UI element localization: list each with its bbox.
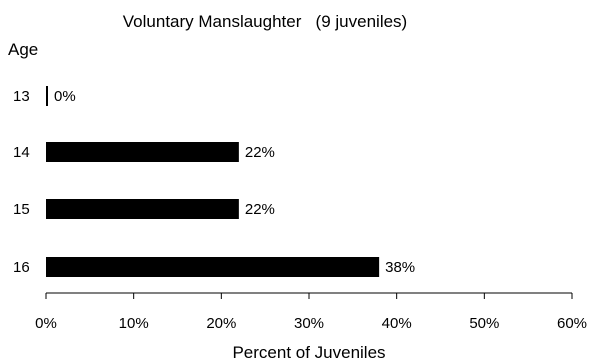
chart-title: Voluntary Manslaughter (9 juveniles) — [123, 12, 407, 31]
category-label-14: 14 — [13, 144, 30, 161]
bar-age-15 — [46, 199, 239, 219]
x-tick-label-30: 30% — [294, 315, 324, 332]
x-tick-label-50: 50% — [469, 315, 499, 332]
x-tick-label-10: 10% — [119, 315, 149, 332]
value-label-age-13: 0% — [54, 88, 76, 105]
x-axis-label: Percent of Juveniles — [232, 343, 385, 362]
value-label-age-15: 22% — [245, 201, 275, 218]
x-axis: 0% 10% 20% 30% 40% 50% 60% — [35, 292, 587, 332]
x-tick-label-40: 40% — [382, 315, 412, 332]
value-label-age-14: 22% — [245, 144, 275, 161]
category-label-13: 13 — [13, 88, 30, 105]
bar-age-16 — [46, 257, 380, 277]
bars-layer: 13 0% 14 22% 15 22% 16 38% — [13, 86, 415, 277]
x-tick-label-20: 20% — [206, 315, 236, 332]
y-axis-label: Age — [8, 40, 38, 59]
category-label-15: 15 — [13, 201, 30, 218]
x-tick-label-0: 0% — [35, 315, 57, 332]
bar-age-13 — [46, 86, 48, 106]
x-tick-label-60: 60% — [557, 315, 587, 332]
value-label-age-16: 38% — [385, 259, 415, 276]
bar-age-14 — [46, 142, 239, 162]
category-label-16: 16 — [13, 259, 30, 276]
